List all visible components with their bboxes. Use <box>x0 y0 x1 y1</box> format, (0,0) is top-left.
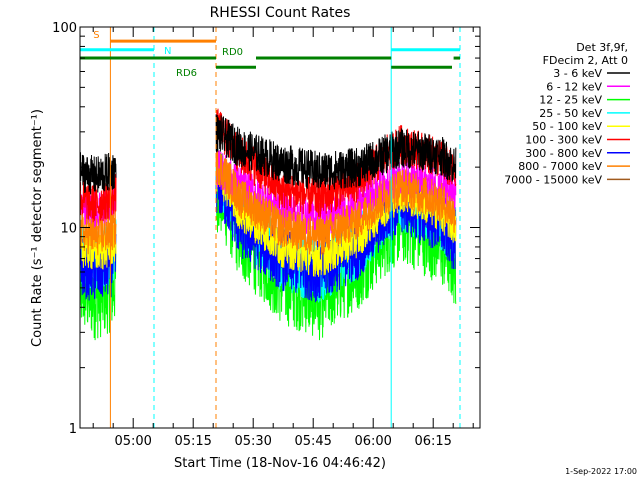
legend-label-7: 800 - 7000 keV <box>518 160 602 173</box>
legend-label-4: 50 - 100 keV <box>532 120 602 133</box>
legend-label-0: 3 - 6 keV <box>553 67 602 80</box>
y-axis-label: Count Rate (s⁻¹ detector segment⁻¹) <box>30 109 45 347</box>
legend-label-2: 12 - 25 keV <box>539 94 602 107</box>
x-tick-label: 05:15 <box>174 434 211 449</box>
x-tick-label: 05:30 <box>234 434 271 449</box>
state-label-n: N <box>164 46 171 57</box>
x-tick-label: 05:45 <box>294 434 331 449</box>
legend-label-8: 7000 - 15000 keV <box>504 173 602 186</box>
y-tick-label: 1 <box>69 422 77 437</box>
chart-title: RHESSI Count Rates <box>210 5 351 21</box>
y-tick-label: 10 <box>60 222 77 237</box>
legend-label-1: 6 - 12 keV <box>546 80 602 93</box>
legend-label-6: 300 - 800 keV <box>525 147 602 160</box>
x-tick-label: 06:00 <box>354 434 391 449</box>
y-tick-label: 100 <box>52 21 77 36</box>
legend-label-5: 100 - 300 keV <box>525 134 602 147</box>
x-tick-label: 05:00 <box>114 434 151 449</box>
legend-header-line-1: Det 3f,9f, <box>576 41 628 54</box>
legend-header-line-2: FDecim 2, Att 0 <box>543 54 628 67</box>
legend-label-3: 25 - 50 keV <box>539 107 602 120</box>
state-label-rd6: RD6 <box>176 68 197 79</box>
x-axis-label: Start Time (18-Nov-16 04:46:42) <box>174 456 386 471</box>
x-tick-label: 06:15 <box>414 434 451 449</box>
state-label-s: S <box>93 30 99 41</box>
footer-timestamp: 1-Sep-2022 17:00 <box>565 467 637 476</box>
state-label-rd0: RD0 <box>222 47 243 58</box>
